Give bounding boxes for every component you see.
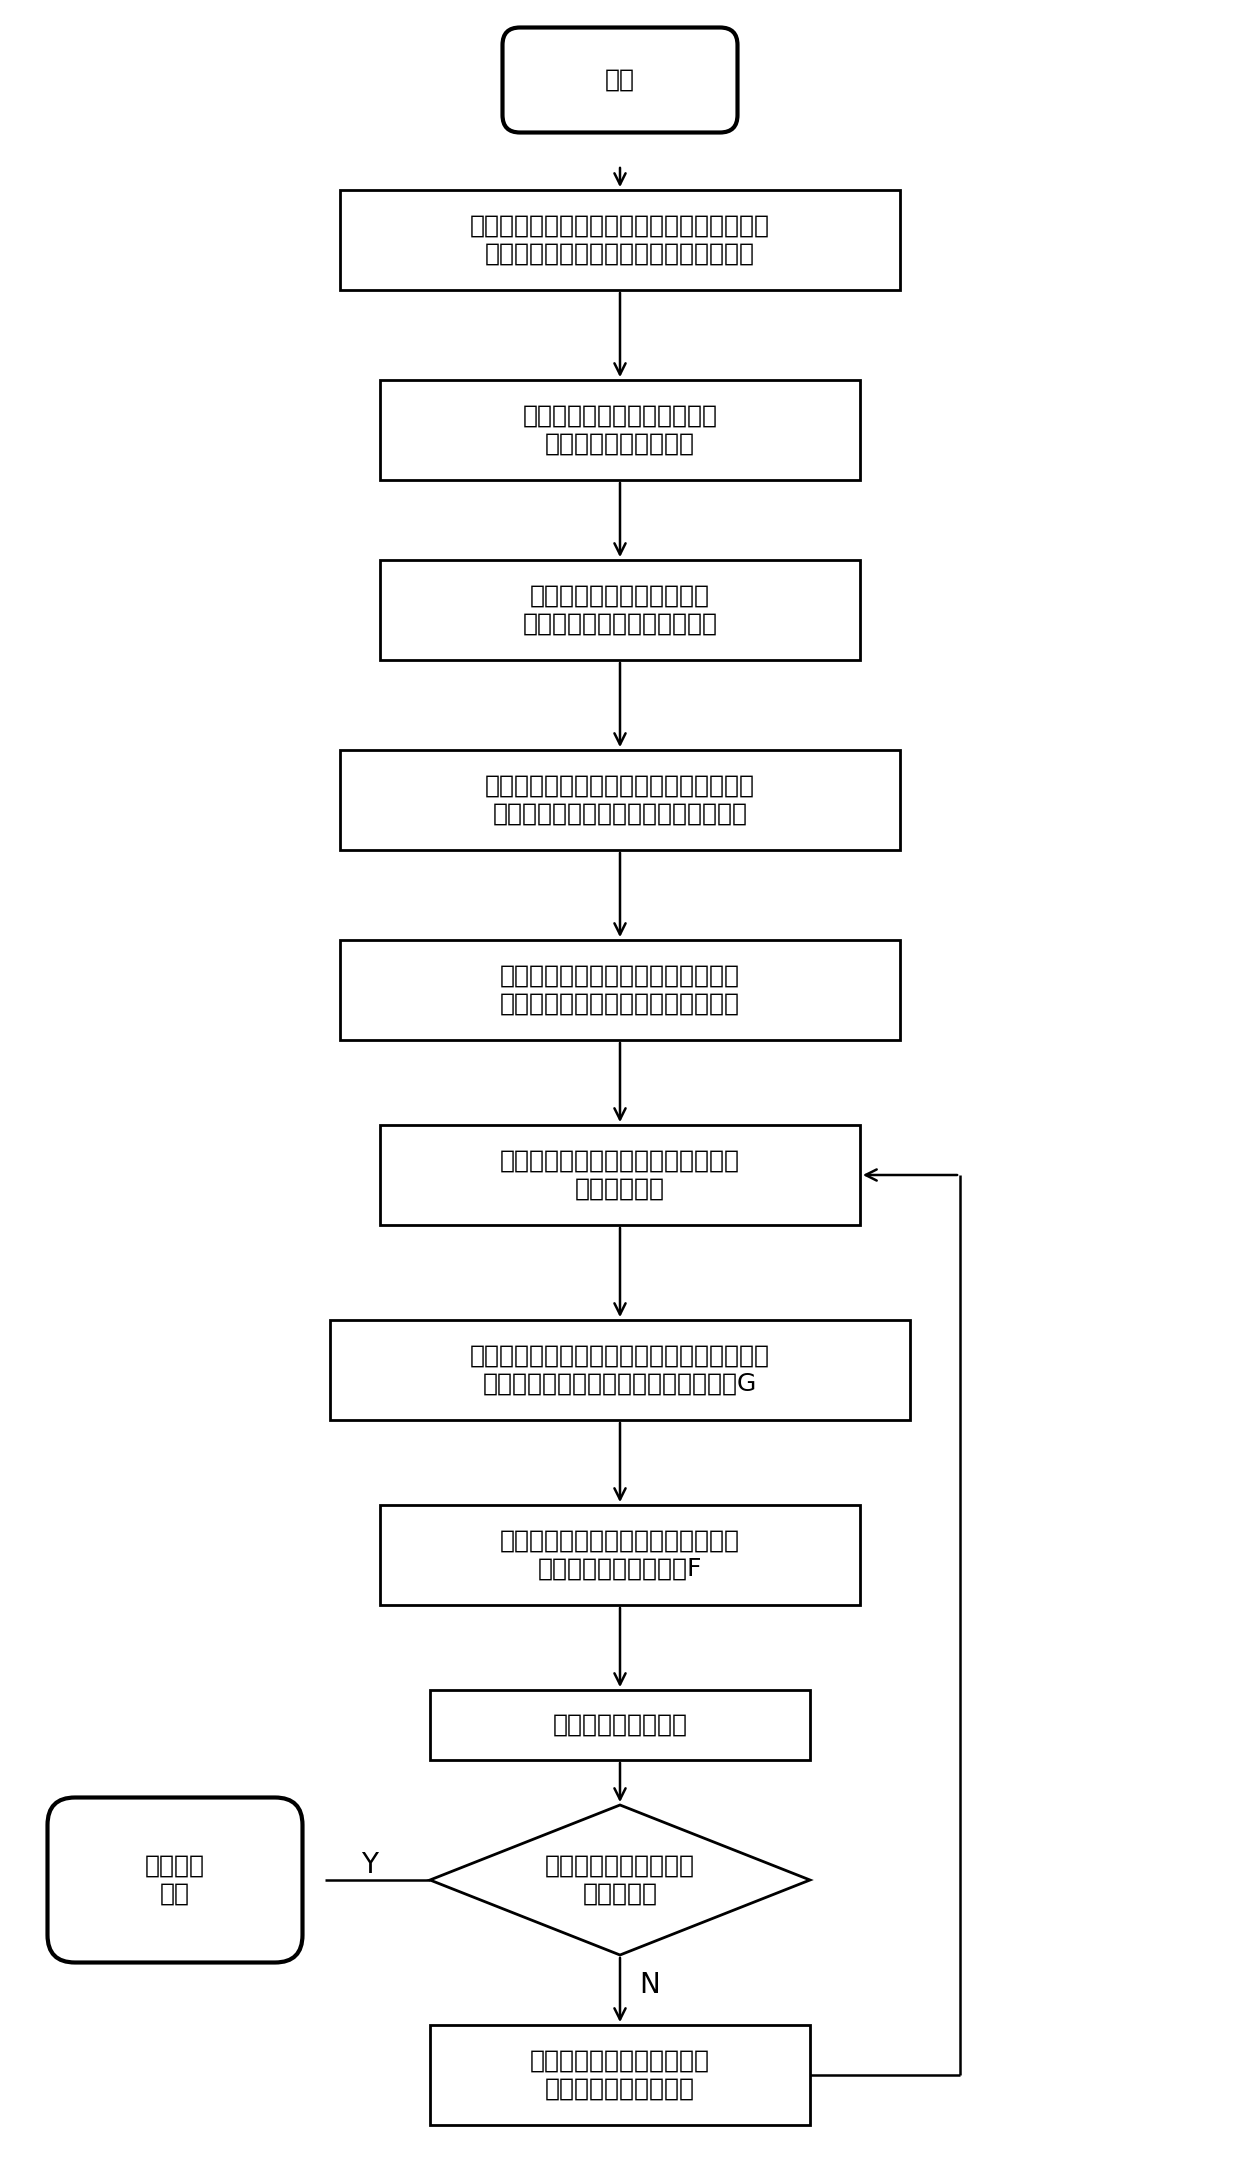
Text: 将储能最大出力作为储能额定功率，
求出系统综合运行成本F: 将储能最大出力作为储能额定功率， 求出系统综合运行成本F <box>500 1528 740 1580</box>
Bar <box>430 2026 810 2125</box>
Bar <box>340 191 900 291</box>
Text: 对种群进行选择、交叉、变
异操作，得到新种群。: 对种群进行选择、交叉、变 异操作，得到新种群。 <box>529 2049 711 2102</box>
Text: 考虑分时电价带来的经济收
益，建立储能两阶段优化模型: 考虑分时电价带来的经济收 益，建立储能两阶段优化模型 <box>522 584 718 636</box>
Bar <box>379 560 861 660</box>
Text: 是否达到最大迭代次数
或是否收敛: 是否达到最大迭代次数 或是否收敛 <box>546 1854 694 1906</box>
Text: 输出结果
结束: 输出结果 结束 <box>145 1854 205 1906</box>
Text: 将种群作为已知量，利用梯度法求出第一阶段
函数中储能各时刻出力和系统运行成本G: 将种群作为已知量，利用梯度法求出第一阶段 函数中储能各时刻出力和系统运行成本G <box>470 1344 770 1396</box>
FancyBboxPatch shape <box>47 1798 303 1963</box>
Bar <box>330 1320 910 1420</box>
Text: 获取各新能源机组的四季典型出力和各个季节
各个节点的典型负荷曲线，组成四个场景: 获取各新能源机组的四季典型出力和各个季节 各个节点的典型负荷曲线，组成四个场景 <box>470 215 770 265</box>
Polygon shape <box>430 1804 810 1956</box>
Bar <box>340 749 900 851</box>
Text: 基于分时电价构建储能削峰填
谷带来的经济收益函数: 基于分时电价构建储能削峰填 谷带来的经济收益函数 <box>522 404 718 456</box>
Text: Y: Y <box>362 1852 378 1878</box>
FancyBboxPatch shape <box>502 28 738 132</box>
Bar <box>430 1689 810 1761</box>
Text: 计算每个个体适应度: 计算每个个体适应度 <box>553 1713 687 1737</box>
Bar <box>379 1505 861 1604</box>
Bar <box>379 1125 861 1224</box>
Bar <box>340 940 900 1040</box>
Text: 以无储能情况下的系统运行成本为目标构
建模型，求出各时刻各线路输送功率。: 以无储能情况下的系统运行成本为目标构 建模型，求出各时刻各线路输送功率。 <box>485 775 755 825</box>
Text: 开始: 开始 <box>605 67 635 91</box>
Text: N: N <box>640 1971 661 1999</box>
Bar <box>379 380 861 480</box>
Text: 对储能位置、容量进行编码，随机产
生第一代种群: 对储能位置、容量进行编码，随机产 生第一代种群 <box>500 1148 740 1201</box>
Text: 基于在无储能情况下各线路发生输电
阻塞风险程度，确定待安装节点集合: 基于在无储能情况下各线路发生输电 阻塞风险程度，确定待安装节点集合 <box>500 964 740 1016</box>
